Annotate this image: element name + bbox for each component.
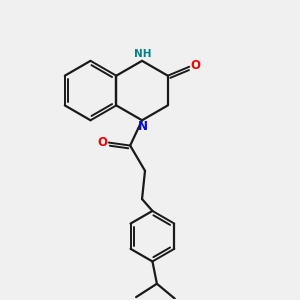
Text: N: N bbox=[138, 120, 148, 133]
Text: NH: NH bbox=[134, 49, 152, 59]
Text: O: O bbox=[97, 136, 107, 149]
Text: O: O bbox=[190, 59, 200, 72]
